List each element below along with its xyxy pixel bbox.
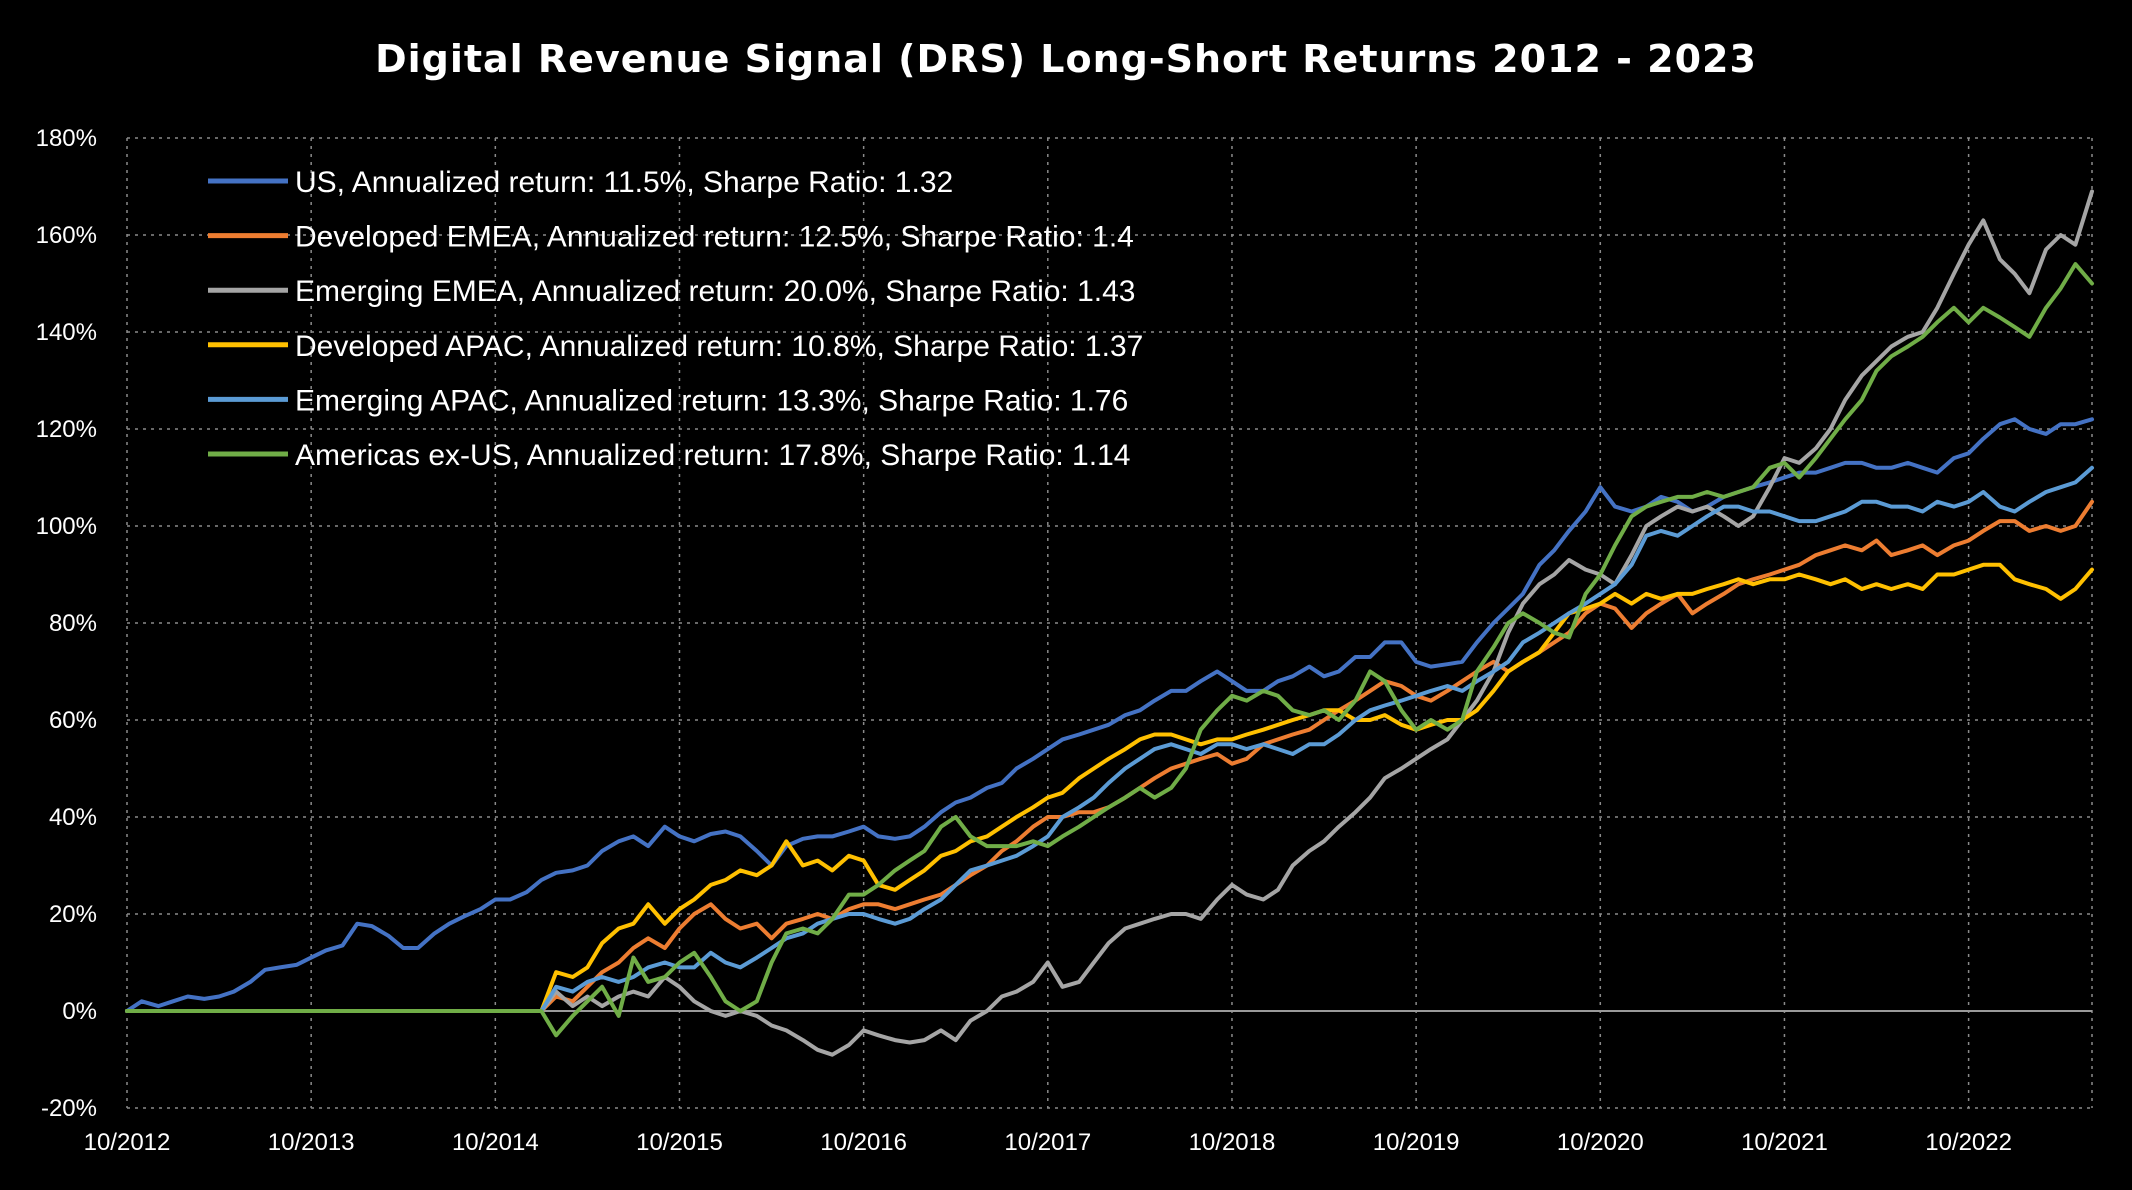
x-tick-label: 10/2013: [268, 1129, 355, 1156]
chart-title: Digital Revenue Signal (DRS) Long-Short …: [375, 37, 1757, 81]
x-tick-label: 10/2015: [636, 1129, 723, 1156]
grid: [126, 137, 2093, 1109]
x-tick-label: 10/2017: [1004, 1129, 1091, 1156]
y-tick-label: 60%: [49, 707, 97, 734]
legend-entry: Developed EMEA, Annualized return: 12.5%…: [295, 221, 1134, 254]
series-line-3: [125, 189, 2094, 1057]
x-tick-label: 10/2019: [1373, 1129, 1460, 1156]
y-tick-label: 80%: [49, 610, 97, 637]
y-tick-label: 100%: [36, 513, 97, 540]
series-lines: [125, 189, 2094, 1057]
legend-entry: US, Annualized return: 11.5%, Sharpe Rat…: [295, 166, 953, 199]
legend-entry: Emerging APAC, Annualized return: 13.3%,…: [295, 384, 1128, 417]
x-tick-label: 10/2014: [452, 1129, 539, 1156]
y-tick-label: 120%: [36, 416, 97, 443]
x-tick-label: 10/2016: [820, 1129, 907, 1156]
y-tick-label: 40%: [49, 804, 97, 831]
y-tick-label: 20%: [49, 901, 97, 928]
x-tick-label: 10/2012: [84, 1129, 171, 1156]
x-tick-label: 10/2018: [1189, 1129, 1276, 1156]
x-tick-label: 10/2020: [1557, 1129, 1644, 1156]
axes: -20% 0% 20% 40% 60% 80% 100% 120% 140% 160% 180% 10…: [36, 125, 2092, 1156]
y-tick-label: 160%: [36, 222, 97, 249]
series-line-5: [125, 465, 2094, 1013]
y-tick-label: 140%: [36, 319, 97, 346]
legend: US, Annualized return: 11.5%, Sharpe Rat…: [208, 166, 1143, 472]
legend-entry: Developed APAC, Annualized return: 10.8%…: [295, 330, 1143, 363]
series-line-6: [125, 262, 2094, 1038]
legend-entry: Americas ex-US, Annualized return: 17.8%…: [295, 439, 1130, 472]
legend-entry: Emerging EMEA, Annualized return: 20.0%,…: [295, 275, 1135, 308]
x-tick-label: 10/2022: [1925, 1129, 2012, 1156]
y-tick-label: -20%: [41, 1095, 97, 1122]
series-line-1: [125, 417, 2094, 1013]
y-tick-label: 180%: [36, 125, 97, 152]
series-line-2: [125, 499, 2094, 1013]
y-tick-label: 0%: [62, 998, 97, 1025]
x-tick-label: 10/2021: [1741, 1129, 1828, 1156]
